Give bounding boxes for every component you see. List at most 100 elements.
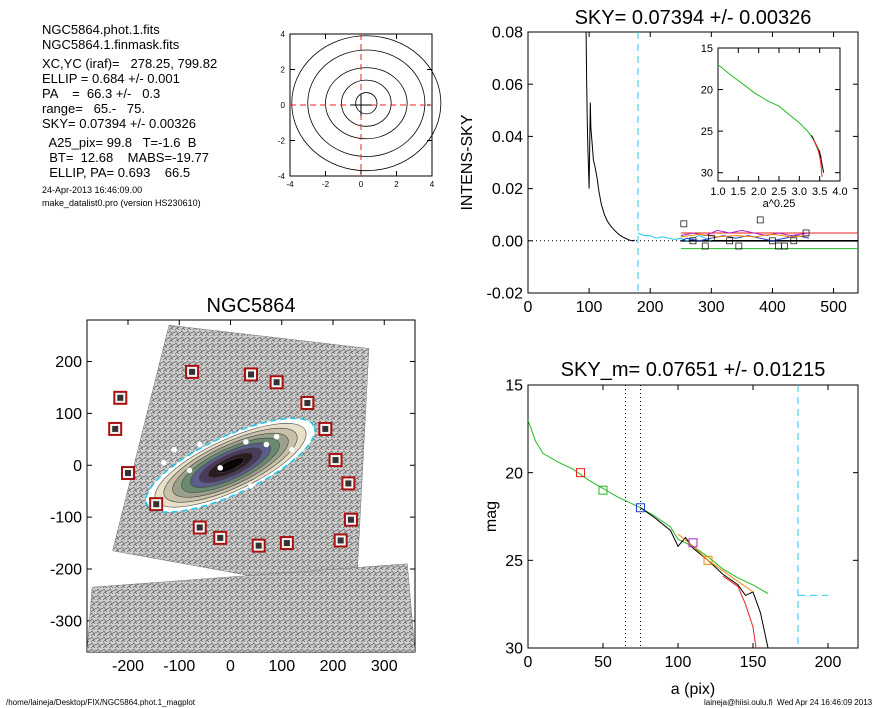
sky-series-line	[680, 235, 810, 242]
sky-square-marker	[769, 237, 776, 245]
sky-box-inner	[304, 400, 311, 406]
sky-x-tick-label: 500	[820, 299, 847, 316]
galaxy-mask-dot	[248, 483, 254, 489]
galaxy-mask-dot	[196, 441, 203, 448]
sky-box-inner	[345, 480, 352, 487]
galaxy-mask-dot	[263, 441, 270, 448]
sky-inset-x-tick-label: 3.5	[812, 186, 827, 198]
sb-series-line	[722, 575, 757, 649]
sky-box-inner	[153, 501, 160, 508]
sky-box-inner	[283, 540, 290, 547]
sky-y-tick-label: 0.00	[492, 233, 523, 250]
sky-title: SKY= 0.07394 +/- 0.00326	[575, 7, 812, 29]
galaxy-mask-dot	[217, 465, 224, 471]
sky-x-tick-label: 400	[759, 299, 786, 316]
image-x-tick-label: 0	[226, 658, 235, 675]
galaxy-mask-dot	[161, 459, 167, 466]
sky-box-inner	[196, 524, 203, 531]
sb-y-tick-label: 15	[505, 378, 523, 395]
image-title: NGC5864	[207, 295, 296, 317]
image-x-tick-label: 200	[320, 658, 347, 675]
sky-inset-x-tick-label: 4.0	[832, 186, 847, 198]
image-tile-lower	[87, 563, 415, 652]
contour-x-tick-label: 4	[430, 180, 435, 189]
sky-square-marker	[802, 229, 810, 237]
sb-x-tick-label: 50	[594, 654, 612, 671]
sky-inset-y-tick-label: 20	[701, 84, 713, 96]
sb-x-tick-label: 0	[524, 654, 533, 671]
image-content	[87, 324, 415, 652]
image-y-tick-label: -300	[50, 613, 82, 630]
sky-box-inner	[337, 537, 344, 544]
galaxy-isophote	[216, 457, 245, 474]
sb-xlabel: a (pix)	[671, 681, 715, 698]
galaxy-mask-dot	[273, 433, 280, 440]
sky-box-inner	[248, 371, 254, 378]
sb-square-marker	[576, 468, 585, 478]
sky-square-marker	[790, 237, 798, 245]
contour-level	[355, 92, 378, 115]
sky-x-tick-label: 200	[637, 299, 664, 316]
sb-y-tick-label: 20	[505, 465, 523, 482]
sky-inset-y-tick-label: 15	[701, 43, 713, 55]
sky-x-tick-label: 100	[576, 299, 603, 316]
sky-box-inner	[189, 368, 196, 375]
sky-inset-y-tick-label: 25	[701, 126, 713, 138]
sky-square-marker	[735, 242, 743, 250]
sky-y-tick-label: 0.04	[492, 129, 523, 146]
info-line: SKY= 0.07394 +/- 0.00326	[42, 116, 196, 131]
contour-y-tick-label: 2	[281, 65, 286, 74]
info-line: ELLIP = 0.684 +/- 0.001	[42, 71, 180, 86]
header-info-panel: NGC5864.phot.1.fits NGC5864.1.finmask.fit…	[42, 22, 302, 210]
sky-square-marker	[781, 242, 789, 250]
sky-inset-x-tick-label: 1.0	[710, 186, 725, 198]
galaxy-mask-dot	[243, 439, 249, 445]
sb-x-tick-label: 100	[665, 654, 692, 671]
sb-y-tick-label: 30	[505, 641, 523, 658]
sky-square-marker	[707, 234, 715, 242]
footer-file-path: /home/laineja/Desktop/FIX/NGC5864.phot.1…	[6, 698, 195, 707]
sb-ylabel: mag	[483, 501, 500, 532]
contour-x-tick-label: -2	[322, 180, 330, 189]
sb-x-tick-label: 150	[740, 654, 767, 671]
sky-inset-bg	[678, 46, 846, 209]
sky-x-tick-label: 300	[698, 299, 725, 316]
sky-square-marker	[756, 216, 764, 224]
sky-series-line	[680, 233, 810, 238]
sb-square-marker	[688, 538, 698, 548]
sky-box-inner	[112, 425, 119, 432]
sb-series-line	[640, 507, 769, 649]
contour-level	[291, 35, 442, 172]
sky-inset-y-tick-label: 30	[701, 168, 713, 180]
sb-square-marker	[703, 555, 713, 565]
sb-square-marker	[636, 503, 645, 513]
image-y-tick-label: -100	[50, 510, 82, 527]
sky-inset-x-tick-label: 2.5	[771, 186, 786, 198]
sb-y-tick-label: 25	[505, 553, 523, 570]
image-x-tick-label: -100	[163, 658, 195, 675]
sky-box-inner	[332, 457, 339, 464]
info-date: 24-Apr-2013 16:46:09.00	[42, 185, 143, 195]
sb-series-line	[677, 533, 754, 593]
sky-inset-x-tick-label: 2.0	[751, 186, 766, 198]
contour-x-tick-label: 2	[394, 180, 399, 189]
galaxy-mask-dot	[289, 446, 295, 453]
image-x-tick-label: 300	[371, 658, 398, 675]
info-line: PA = 66.3 +/- 0.3	[42, 86, 161, 101]
sky-square-marker	[701, 242, 709, 250]
image-y-tick-label: 200	[55, 354, 82, 371]
sky-y-tick-label: 0.08	[492, 25, 523, 42]
sky-square-marker	[689, 237, 697, 245]
sky-box-inner	[217, 534, 224, 541]
sb-title: SKY_m= 0.07651 +/- 0.01215	[561, 359, 826, 381]
sky-y-tick-label: 0.06	[492, 77, 523, 94]
sky-frame	[527, 31, 859, 294]
sky-ylabel: INTENS-SKY	[459, 114, 476, 210]
sky-box-inner	[322, 425, 329, 432]
contour-level	[341, 79, 392, 127]
info-line: ELLIP, PA= 0.693 66.5	[42, 165, 191, 180]
contour-y-tick-label: -4	[278, 172, 286, 181]
galaxy-mask-dot	[171, 446, 177, 453]
sb-frame	[527, 384, 859, 649]
contour-level	[307, 49, 426, 157]
